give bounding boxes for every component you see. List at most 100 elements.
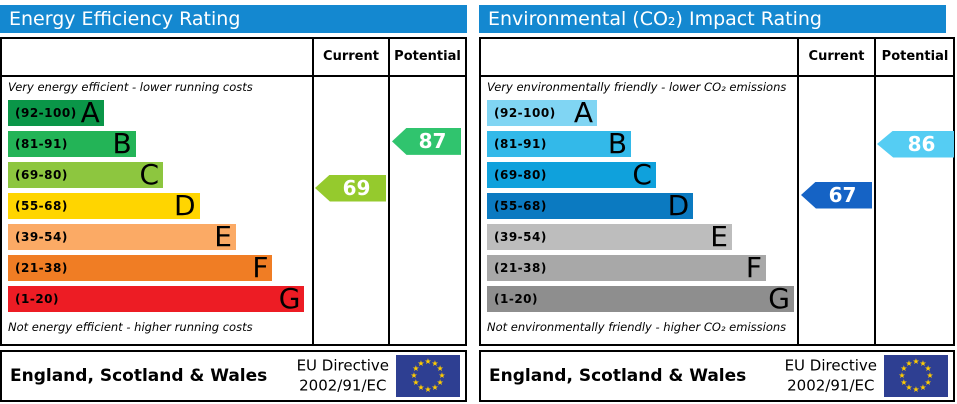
band-range-label: (1-20) xyxy=(15,292,59,306)
eu-star-icon: ★ xyxy=(436,378,444,387)
eu-star-icon: ★ xyxy=(424,357,432,366)
eu-star-icon: ★ xyxy=(912,357,920,366)
eu-directive-text: EU Directive 2002/91/EC xyxy=(297,357,389,396)
column-divider xyxy=(312,39,314,344)
potential-rating-arrow: 86 xyxy=(877,130,954,158)
band-letter: E xyxy=(710,220,728,253)
band-range-label: (81-91) xyxy=(15,137,68,151)
eu-star-icon: ★ xyxy=(410,371,418,380)
energy-rating-table: Current Potential Very energy efficient … xyxy=(0,37,467,346)
column-divider xyxy=(874,39,876,344)
rating-bands: (92-100) A (81-91) B (69-80) C (55-68) D… xyxy=(8,99,312,317)
band-letter: A xyxy=(573,96,594,129)
column-header-potential: Potential xyxy=(881,49,949,64)
band-letter: C xyxy=(632,158,652,191)
eu-star-icon: ★ xyxy=(905,383,913,393)
environmental-title-bar: Environmental (CO₂) Impact Rating xyxy=(479,5,946,33)
eu-star-icon: ★ xyxy=(438,371,446,380)
band-letter: G xyxy=(768,282,790,315)
eu-directive-line1: EU Directive xyxy=(296,356,389,375)
region-label: England, Scotland & Wales xyxy=(489,366,747,386)
rating-band: (69-80) C xyxy=(487,158,656,191)
top-note: Very energy efficient - lower running co… xyxy=(8,80,253,94)
eu-directive-line1: EU Directive xyxy=(784,356,877,375)
band-range-label: (1-20) xyxy=(494,292,538,306)
column-header-current: Current xyxy=(808,49,865,64)
eu-star-icon: ★ xyxy=(919,358,927,368)
band-letter: B xyxy=(112,127,132,160)
current-rating-value: 67 xyxy=(828,183,857,207)
eu-star-icon: ★ xyxy=(431,358,439,368)
band-range-label: (69-80) xyxy=(494,168,547,182)
column-header-potential: Potential xyxy=(394,49,461,64)
band-range-label: (92-100) xyxy=(15,106,77,120)
band-range-label: (21-38) xyxy=(15,261,68,275)
eu-directive-text: EU Directive 2002/91/EC xyxy=(785,357,877,396)
eu-directive-line2: 2002/91/EC xyxy=(787,376,875,394)
eu-star-icon: ★ xyxy=(912,385,920,394)
rating-band: (39-54) E xyxy=(487,220,732,253)
rating-band: (92-100) A xyxy=(487,96,598,129)
header-separator xyxy=(2,75,465,77)
top-note: Very environmentally friendly - lower CO… xyxy=(487,80,787,94)
eu-star-icon: ★ xyxy=(412,378,420,387)
current-rating-arrow: 67 xyxy=(801,181,872,209)
eu-flag-icon: ★ ★ ★ ★ ★ ★ ★ ★ ★ ★ ★ ★ xyxy=(396,355,460,397)
eu-star-icon: ★ xyxy=(924,378,932,387)
eu-star-icon: ★ xyxy=(924,364,932,373)
band-range-label: (69-80) xyxy=(15,168,68,182)
rating-band: (81-91) B xyxy=(8,127,136,160)
rating-band: (55-68) D xyxy=(8,189,200,222)
energy-title-bar: Energy Efficiency Rating xyxy=(0,5,467,33)
footer: England, Scotland & Wales EU Directive 2… xyxy=(0,350,467,402)
eu-star-icon: ★ xyxy=(898,371,906,380)
rating-band: (21-38) F xyxy=(8,251,273,284)
potential-rating-arrow: 87 xyxy=(392,127,461,155)
band-letter: B xyxy=(607,127,628,160)
eu-star-icon: ★ xyxy=(919,383,927,393)
band-letter: F xyxy=(252,251,269,284)
eu-directive-line2: 2002/91/EC xyxy=(299,376,387,394)
band-letter: G xyxy=(278,282,301,315)
bottom-note: Not energy efficient - higher running co… xyxy=(8,320,253,334)
rating-bands: (92-100) A (81-91) B (69-80) C (55-68) D… xyxy=(487,96,797,317)
current-rating-arrow: 69 xyxy=(315,174,386,202)
eu-star-icon: ★ xyxy=(417,383,425,393)
band-range-label: (55-68) xyxy=(15,199,68,213)
eu-star-icon: ★ xyxy=(436,364,444,373)
rating-band: (55-68) D xyxy=(487,192,694,220)
rating-band: (69-80) C xyxy=(8,158,164,191)
environmental-rating-table: Current Potential Very environmentally f… xyxy=(479,37,955,346)
eu-star-icon: ★ xyxy=(900,364,908,373)
rating-band: (92-100) A xyxy=(8,99,104,127)
environmental-impact-panel: Environmental (CO₂) Impact Rating Curren… xyxy=(479,0,957,404)
column-divider xyxy=(388,39,390,344)
rating-band: (1-20) G xyxy=(487,282,794,315)
band-range-label: (21-38) xyxy=(494,261,547,275)
rating-band: (39-54) E xyxy=(8,220,236,253)
current-rating-value: 69 xyxy=(342,176,371,200)
eu-flag-icon: ★ ★ ★ ★ ★ ★ ★ ★ ★ ★ ★ ★ xyxy=(884,355,948,397)
band-letter: D xyxy=(173,189,196,222)
panel-title: Energy Efficiency Rating xyxy=(9,8,241,30)
band-range-label: (55-68) xyxy=(494,199,547,213)
rating-band: (81-91) B xyxy=(487,127,632,160)
eu-star-icon: ★ xyxy=(900,378,908,387)
energy-efficiency-panel: Energy Efficiency Rating Current Potenti… xyxy=(0,0,468,404)
eu-star-icon: ★ xyxy=(417,358,425,368)
eu-star-icon: ★ xyxy=(424,385,432,394)
potential-rating-value: 86 xyxy=(907,132,936,156)
rating-band: (21-38) F xyxy=(487,254,766,282)
band-letter: C xyxy=(139,158,160,191)
footer: England, Scotland & Wales EU Directive 2… xyxy=(479,350,955,402)
rating-band: (1-20) G xyxy=(8,282,305,315)
band-range-label: (39-54) xyxy=(494,230,547,244)
band-letter: E xyxy=(214,220,232,253)
band-range-label: (92-100) xyxy=(494,106,556,120)
column-divider xyxy=(797,39,799,344)
eu-star-icon: ★ xyxy=(905,358,913,368)
eu-star-icon: ★ xyxy=(926,371,934,380)
region-label: England, Scotland & Wales xyxy=(10,366,268,386)
header-separator xyxy=(481,75,953,77)
